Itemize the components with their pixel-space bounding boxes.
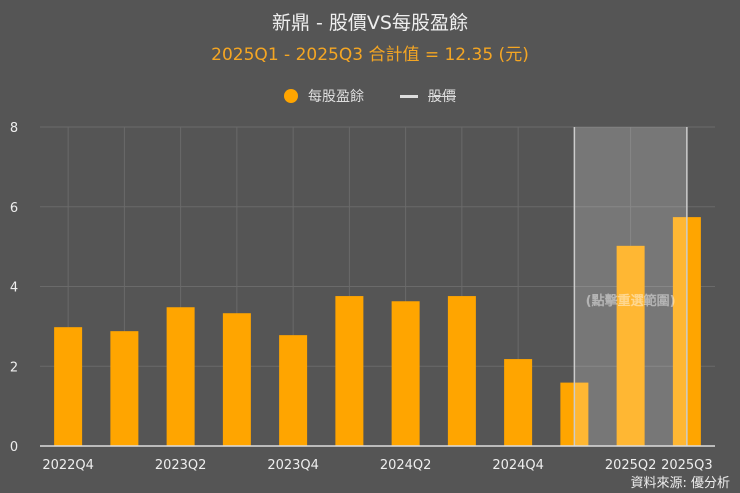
selection-range[interactable] <box>574 127 687 446</box>
chart-subtitle: 2025Q1 - 2025Q3 合計值 = 12.35 (元) <box>211 45 529 65</box>
legend-dot-icon <box>284 89 298 103</box>
bar[interactable] <box>54 327 83 446</box>
bar[interactable] <box>504 359 533 446</box>
bar[interactable] <box>279 335 308 446</box>
bar[interactable] <box>166 307 195 446</box>
chart-title: 新鼎 - 股價VS每股盈餘 <box>272 12 468 34</box>
x-tick-label: 2025Q2 <box>605 458 657 473</box>
legend-item-price[interactable]: 股價 <box>400 86 456 106</box>
bar[interactable] <box>391 301 420 446</box>
selection-hint: (點擊重選範圍) <box>586 293 676 309</box>
bar[interactable] <box>335 296 364 446</box>
x-tick-label: 2023Q4 <box>267 458 319 473</box>
data-source: 資料來源: 優分析 <box>630 476 730 491</box>
legend-line-icon <box>400 94 418 98</box>
bar[interactable] <box>616 245 645 446</box>
bar[interactable] <box>110 331 139 446</box>
legend-label: 每股盈餘 <box>308 89 364 105</box>
x-tick-label: 2025Q3 <box>661 458 713 473</box>
bar[interactable] <box>447 296 476 446</box>
legend: 每股盈餘 股價 <box>0 86 740 106</box>
y-tick-label: 6 <box>10 201 18 216</box>
x-tick-label: 2024Q4 <box>492 458 544 473</box>
legend-label: 股價 <box>428 89 456 105</box>
y-tick-label: 8 <box>10 121 18 136</box>
x-tick-label: 2024Q2 <box>380 458 432 473</box>
y-tick-label: 0 <box>10 440 18 455</box>
x-tick-label: 2022Q4 <box>42 458 94 473</box>
y-tick-label: 4 <box>10 281 18 296</box>
legend-item-eps[interactable]: 每股盈餘 <box>284 86 364 106</box>
y-tick-label: 2 <box>10 360 18 375</box>
x-tick-label: 2023Q2 <box>155 458 207 473</box>
bar[interactable] <box>222 313 251 446</box>
